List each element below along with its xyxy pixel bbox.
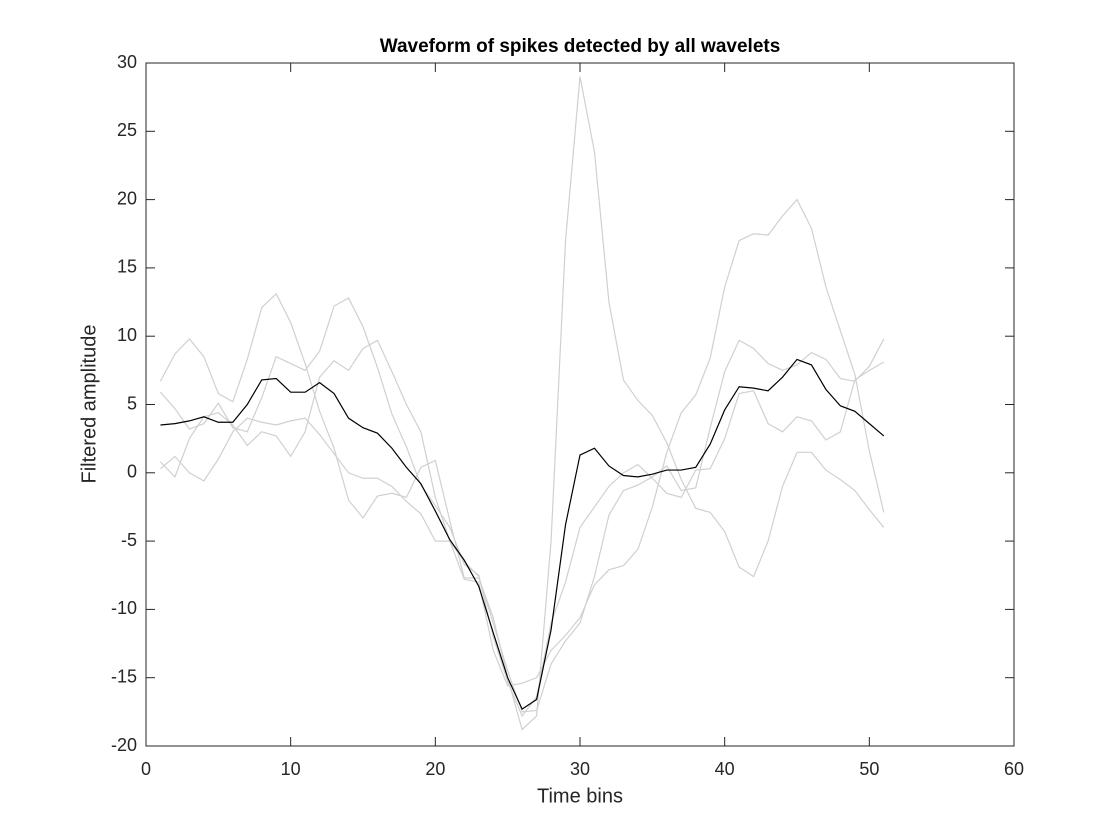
series-line (160, 338, 885, 713)
y-tick-label: 20 (117, 188, 137, 208)
x-tick-label: 40 (715, 759, 735, 779)
y-tick-label: 25 (117, 120, 137, 140)
y-tick-label: 5 (127, 393, 137, 413)
y-tick-label: -15 (111, 666, 137, 686)
plot-area (146, 63, 1014, 746)
y-tick-label: 30 (117, 52, 137, 72)
x-axis-label: Time bins (537, 785, 623, 807)
series-line (160, 198, 885, 687)
x-tick-label: 50 (859, 759, 879, 779)
y-axis-label: Filtered amplitude (78, 325, 100, 484)
x-tick-label: 10 (281, 759, 301, 779)
y-tick-label: -20 (111, 735, 137, 755)
y-tick-label: -5 (121, 530, 137, 550)
chart-title: Waveform of spikes detected by all wavel… (380, 36, 781, 57)
lines (159, 76, 885, 731)
y-tick-label: 15 (117, 257, 137, 277)
x-tick-label: 0 (141, 759, 151, 779)
x-tick-label: 20 (425, 759, 445, 779)
series-line (159, 76, 885, 731)
series-line (160, 358, 885, 711)
y-tick-label: -10 (111, 598, 137, 618)
x-tick-label: 60 (1004, 759, 1024, 779)
series-line (160, 297, 885, 718)
x-tick-label: 30 (570, 759, 590, 779)
y-tick-label: 0 (127, 462, 137, 482)
y-tick-label: 10 (117, 325, 137, 345)
